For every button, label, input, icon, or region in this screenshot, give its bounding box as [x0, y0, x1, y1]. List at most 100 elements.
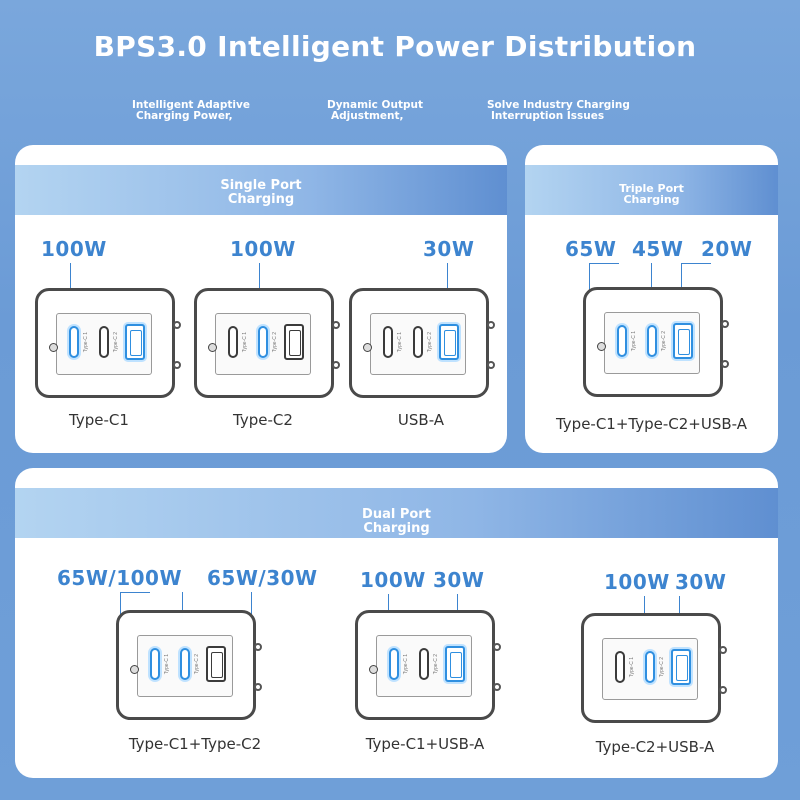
band-title-line: Single Port [220, 178, 302, 193]
usb-a-port [671, 649, 691, 685]
type-c2-port [413, 326, 423, 358]
port-label: Type-C 2 [113, 332, 119, 353]
usb-a-port [284, 324, 304, 360]
band-title-line: Triple Port [619, 182, 684, 195]
port-panel: Type-C 1 Type-C 2 [56, 313, 152, 375]
plug-prong [493, 683, 501, 691]
charger-illustration: Type-C 1 Type-C 2 [116, 610, 262, 720]
type-c1-port [150, 648, 160, 680]
port-label: Type-C 2 [194, 654, 200, 675]
port-label: Type-C 1 [629, 657, 635, 678]
led-indicator [130, 665, 139, 674]
type-c2-port [99, 326, 109, 358]
watt-label: 65W/100W [57, 566, 183, 590]
usb-a-port [439, 324, 459, 360]
plug-prong [721, 360, 729, 368]
charger-illustration: Type-C 1 Type-C 2 [35, 288, 181, 398]
charger-illustration: Type-C 1 Type-C 2 [349, 288, 495, 398]
port-panel: Type-C 1 Type-C 2 [370, 313, 466, 375]
watt-label: 30W [675, 570, 727, 594]
type-c1-port [228, 326, 238, 358]
port-combo-label: Type-C1+USB-A [365, 735, 485, 753]
watt-label: 30W [433, 568, 485, 592]
watt-label: 100W [604, 570, 670, 594]
type-c1-port [615, 651, 625, 683]
triple-port-card: Triple Port Charging 65W 45W 20W Type-C … [525, 145, 778, 453]
type-c2-port [647, 325, 657, 357]
led-indicator [208, 343, 217, 352]
port-panel: Type-C 1 Type-C 2 [376, 635, 472, 697]
plug-prong [487, 361, 495, 369]
usb-a-port [206, 646, 226, 682]
led-indicator [369, 665, 378, 674]
band-title-line: Charging [227, 192, 295, 207]
port-combo-label: Type-C1+Type-C2 [128, 735, 262, 753]
port-label: Type-C 1 [164, 654, 170, 675]
charger-illustration: Type-C 1 Type-C 2 [194, 288, 340, 398]
triple-port-title: Triple Port Charging [525, 183, 778, 205]
single-port-title: Single Port Charging [15, 179, 507, 207]
feature-dynamic-output: Dynamic Output Adjustment, [327, 100, 423, 122]
port-panel: Type-C 1 Type-C 2 [604, 312, 700, 374]
port-label: Type-C 1 [631, 331, 637, 352]
type-c2-port [180, 648, 190, 680]
plug-prong [719, 646, 727, 654]
port-combo-label: Type-C1+Type-C2+USB-A [555, 415, 748, 433]
plug-prong [173, 361, 181, 369]
usb-a-port [445, 646, 465, 682]
port-panel: Type-C 1 Type-C 2 [215, 313, 311, 375]
type-c1-port [389, 648, 399, 680]
plug-prong [173, 321, 181, 329]
feature-no-interruption: Solve Industry Charging Interruption Iss… [487, 100, 630, 122]
led-indicator [597, 342, 606, 351]
dual-port-card: Dual Port Charging 65W/100W 65W/30W Type… [15, 468, 778, 778]
single-port-card: Single Port Charging 100W 100W 30W Type-… [15, 145, 507, 453]
type-c2-port [645, 651, 655, 683]
port-combo-label: Type-C1 [69, 411, 129, 429]
plug-prong [332, 361, 340, 369]
feature-line: Intelligent Adaptive [132, 99, 250, 111]
feature-line: Dynamic Output [327, 99, 423, 111]
type-c1-port [383, 326, 393, 358]
type-c2-port [258, 326, 268, 358]
dual-port-title: Dual Port Charging [15, 508, 778, 536]
feature-adaptive-charging: Intelligent Adaptive Charging Power, [132, 100, 250, 122]
plug-prong [332, 321, 340, 329]
port-label: Type-C 2 [661, 331, 667, 352]
type-c1-port [69, 326, 79, 358]
feature-line: Interruption Issues [491, 110, 605, 122]
port-label: Type-C 1 [83, 332, 89, 353]
charger-illustration: Type-C 1 Type-C 2 [355, 610, 501, 720]
watt-label: 100W [360, 568, 426, 592]
plug-prong [254, 683, 262, 691]
page-title: BPS3.0 Intelligent Power Distribution [93, 30, 697, 63]
watt-label: 100W [230, 237, 296, 261]
type-c1-port [617, 325, 627, 357]
plug-prong [719, 686, 727, 694]
port-panel: Type-C 1 Type-C 2 [137, 635, 233, 697]
port-label: Type-C 2 [427, 332, 433, 353]
port-panel: Type-C 1 Type-C 2 [602, 638, 698, 700]
port-label: Type-C 2 [433, 654, 439, 675]
band-title-line: Charging [623, 193, 680, 206]
port-combo-label: USB-A [397, 411, 445, 429]
port-label: Type-C 1 [403, 654, 409, 675]
watt-label: 45W [632, 237, 684, 261]
usb-a-port [125, 324, 145, 360]
watt-label: 100W [41, 237, 107, 261]
plug-prong [493, 643, 501, 651]
port-label: Type-C 2 [272, 332, 278, 353]
feature-line: Solve Industry Charging [487, 99, 630, 111]
type-c2-port [419, 648, 429, 680]
watt-label: 65W/30W [207, 566, 318, 590]
plug-prong [721, 320, 729, 328]
dual-port-band [15, 488, 778, 538]
port-combo-label: Type-C2 [233, 411, 293, 429]
plug-prong [487, 321, 495, 329]
watt-label: 30W [423, 237, 475, 261]
watt-label: 20W [701, 237, 753, 261]
port-combo-label: Type-C2+USB-A [595, 738, 715, 756]
led-indicator [49, 343, 58, 352]
port-label: Type-C 1 [242, 332, 248, 353]
charger-illustration: Type-C 1 Type-C 2 [583, 287, 729, 397]
